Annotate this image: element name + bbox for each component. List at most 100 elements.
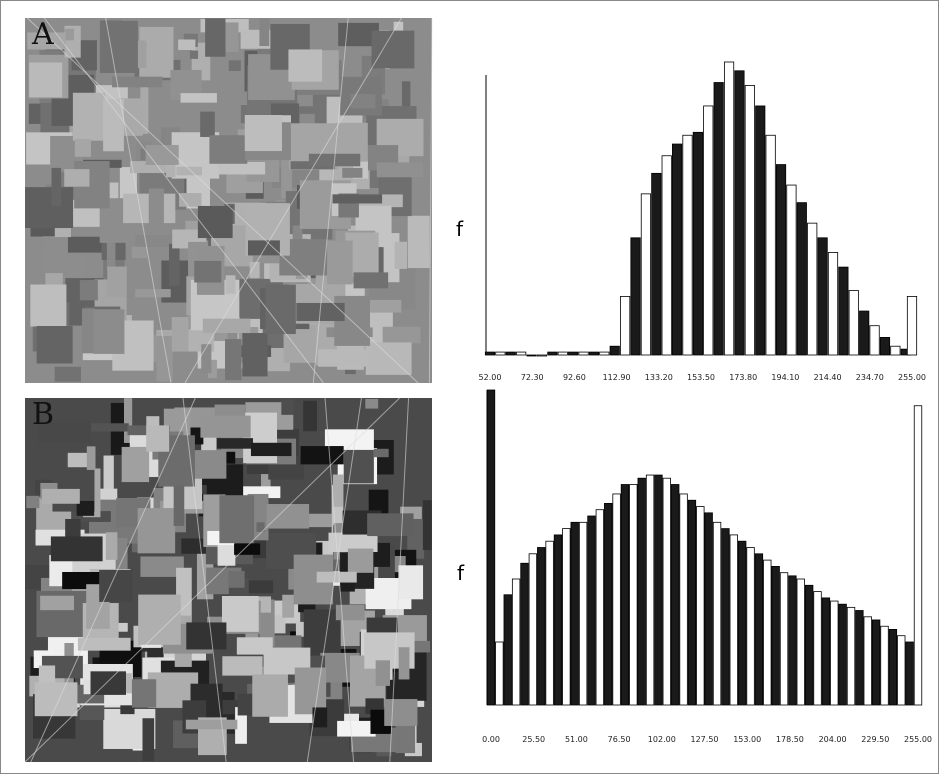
x-tick-label: 127.50	[691, 735, 719, 744]
image-patch	[332, 194, 383, 204]
image-patch	[217, 539, 236, 566]
image-patch	[395, 724, 416, 754]
histogram-bar	[729, 534, 738, 706]
image-road	[30, 397, 196, 763]
histogram-bar	[704, 512, 713, 706]
histogram-bar	[703, 105, 714, 356]
image-patch	[237, 486, 281, 499]
image-road	[184, 17, 402, 384]
x-tick-label: 178.50	[776, 735, 804, 744]
image-patch	[54, 366, 81, 382]
image-patch	[105, 532, 118, 560]
x-tick-label: 112.90	[603, 373, 631, 382]
image-patch	[185, 719, 238, 730]
image-patch	[201, 344, 212, 374]
image-patch	[34, 682, 78, 717]
image-patch	[394, 241, 408, 269]
histogram-bar	[568, 351, 579, 356]
histogram-bar	[637, 477, 646, 706]
x-tick-label: 92.60	[563, 373, 586, 382]
x-tick-label: 255.00	[904, 735, 932, 744]
image-patch	[202, 318, 251, 334]
image-road	[43, 17, 324, 384]
histogram-bar	[744, 85, 755, 356]
y-axis-label: f	[457, 561, 465, 585]
histogram-bar	[671, 484, 680, 706]
histogram-bar	[545, 540, 554, 706]
histogram-bar	[848, 290, 859, 356]
histogram-bar	[486, 389, 496, 706]
image-patch	[90, 671, 126, 695]
image-patch	[30, 284, 67, 327]
image-patch	[217, 438, 253, 449]
image-patch	[401, 81, 411, 117]
histogram-bar	[738, 540, 747, 706]
histogram-bar	[755, 105, 766, 356]
histogram-bar	[786, 184, 797, 356]
histogram-bar	[511, 578, 521, 706]
image-patch	[376, 162, 424, 178]
histogram-bar	[897, 635, 906, 706]
image-patch	[76, 500, 95, 516]
image-patch	[85, 423, 129, 432]
histogram-bar	[526, 354, 537, 357]
image-patch	[252, 674, 288, 717]
image-patch	[371, 30, 415, 69]
histogram-bar	[869, 325, 880, 356]
image-patch	[107, 266, 127, 297]
histogram-bar	[520, 562, 529, 706]
image-patch	[225, 339, 242, 381]
image-patch	[77, 637, 131, 651]
image-patch	[72, 92, 106, 141]
image-road	[312, 17, 349, 384]
image-patch	[259, 18, 270, 47]
image-patch	[398, 565, 424, 600]
histogram-bar	[484, 351, 496, 356]
image-patch	[180, 93, 217, 103]
image-patch	[137, 508, 176, 554]
image-patch	[186, 622, 227, 650]
histogram-bar	[804, 584, 814, 706]
histogram-bar	[830, 600, 839, 706]
image-patch	[25, 187, 74, 229]
image-patch	[179, 193, 202, 207]
histogram-bar	[505, 351, 516, 356]
image-patch	[140, 556, 184, 577]
image-patch	[50, 536, 103, 562]
histogram-bar	[807, 222, 818, 356]
histogram-bar	[516, 351, 527, 356]
histogram-bar	[838, 603, 847, 706]
image-patch	[131, 246, 148, 259]
image-patch	[318, 349, 370, 367]
image-patch	[26, 495, 40, 509]
image-patch	[36, 325, 73, 364]
histogram-bar	[687, 499, 697, 706]
image-patch	[412, 698, 425, 707]
histogram-bar	[495, 351, 506, 356]
histogram-bar	[696, 506, 705, 706]
histogram-bar	[796, 202, 807, 356]
image-patch	[41, 488, 80, 504]
histogram-bar	[905, 641, 914, 706]
image-patch	[205, 18, 226, 57]
histogram-bar	[553, 534, 563, 706]
image-patch	[327, 240, 353, 285]
image-patch	[103, 455, 114, 499]
image-patch	[148, 188, 164, 230]
histogram-bar	[846, 606, 856, 706]
histogram-bar	[765, 134, 776, 356]
image-road	[26, 17, 419, 384]
histogram-bar	[771, 566, 780, 706]
x-tick-label: 133.20	[645, 373, 673, 382]
image-patch	[99, 20, 138, 73]
image-patch	[282, 594, 295, 618]
histogram-bar	[775, 164, 787, 356]
image-patch	[294, 667, 327, 715]
image-patch	[382, 326, 421, 344]
image-patch	[131, 679, 157, 708]
satellite-image	[24, 397, 432, 763]
image-patch	[106, 218, 116, 272]
image-patch	[235, 707, 247, 744]
histogram-bar	[630, 237, 641, 356]
